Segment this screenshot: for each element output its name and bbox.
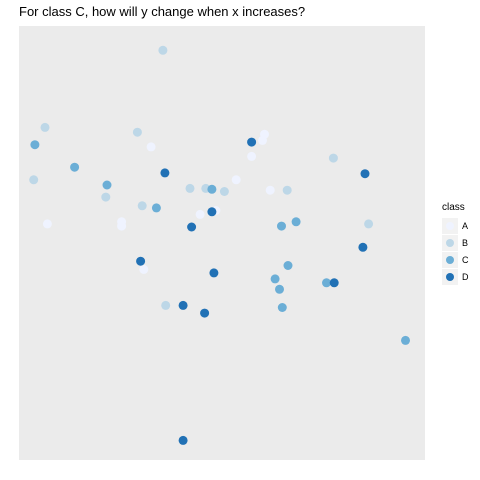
data-point-class-c-7 — [291, 217, 301, 227]
legend-key-c — [446, 256, 454, 264]
data-point-class-d-11 — [200, 308, 210, 318]
data-point-class-d-8 — [329, 278, 339, 288]
data-point-class-c-13 — [401, 335, 410, 345]
legend-key-a — [446, 222, 454, 230]
data-point-class-b-2 — [40, 122, 50, 132]
data-point-class-c-8 — [283, 261, 293, 270]
data-point-class-b-3 — [132, 127, 142, 137]
data-point-class-b-11 — [328, 153, 338, 163]
data-point-class-b-6 — [137, 201, 147, 211]
data-point-class-d-10 — [178, 300, 188, 310]
data-point-class-b-13 — [161, 300, 171, 310]
points-layer — [29, 45, 410, 445]
data-point-class-d-7 — [209, 268, 219, 278]
legend-label-c: C — [462, 255, 469, 265]
data-point-class-c-4 — [151, 203, 161, 213]
data-point-class-c-12 — [322, 278, 331, 288]
data-point-class-c-5 — [207, 184, 217, 194]
legend-label-a: A — [462, 221, 468, 231]
chart-title: For class C, how will y change when x in… — [19, 4, 306, 19]
data-point-class-a-2 — [258, 135, 267, 145]
data-point-class-c-1 — [30, 140, 40, 150]
data-point-class-a-10 — [231, 175, 241, 185]
data-point-class-d-6 — [136, 256, 146, 266]
data-point-class-a-3 — [247, 151, 257, 161]
legend-label-b: B — [462, 238, 468, 248]
data-point-class-b-4 — [29, 175, 39, 185]
data-point-class-b-1 — [158, 45, 168, 55]
data-point-class-b-12 — [364, 219, 374, 229]
data-point-class-c-11 — [277, 303, 287, 312]
data-point-class-a-4 — [146, 142, 156, 152]
data-point-class-a-9 — [195, 209, 205, 219]
data-point-class-d-4 — [207, 207, 217, 217]
data-point-class-a-5 — [265, 185, 275, 195]
data-point-class-b-7 — [185, 183, 195, 193]
data-point-class-b-9 — [219, 187, 229, 196]
data-point-class-b-5 — [101, 192, 111, 202]
data-point-class-c-6 — [277, 221, 286, 231]
data-point-class-a-6 — [42, 219, 52, 229]
data-point-class-d-2 — [160, 168, 170, 178]
legend-key-b — [446, 239, 454, 247]
legend-title: class — [442, 202, 465, 213]
data-point-class-d-5 — [187, 222, 197, 232]
data-point-class-d-1 — [247, 137, 257, 147]
legend-label-d: D — [462, 272, 469, 282]
legend-key-d — [446, 273, 454, 281]
data-point-class-d-12 — [178, 435, 188, 445]
data-point-class-d-9 — [358, 242, 368, 252]
data-point-class-a-11 — [139, 264, 149, 274]
data-point-class-c-10 — [275, 284, 284, 294]
data-point-class-c-9 — [270, 274, 280, 284]
data-point-class-c-2 — [70, 162, 80, 172]
plot-panel — [19, 26, 425, 460]
data-point-class-c-3 — [102, 180, 112, 190]
data-point-class-d-3 — [360, 169, 370, 179]
data-point-class-b-10 — [282, 185, 292, 195]
data-point-class-a-8 — [117, 221, 127, 231]
